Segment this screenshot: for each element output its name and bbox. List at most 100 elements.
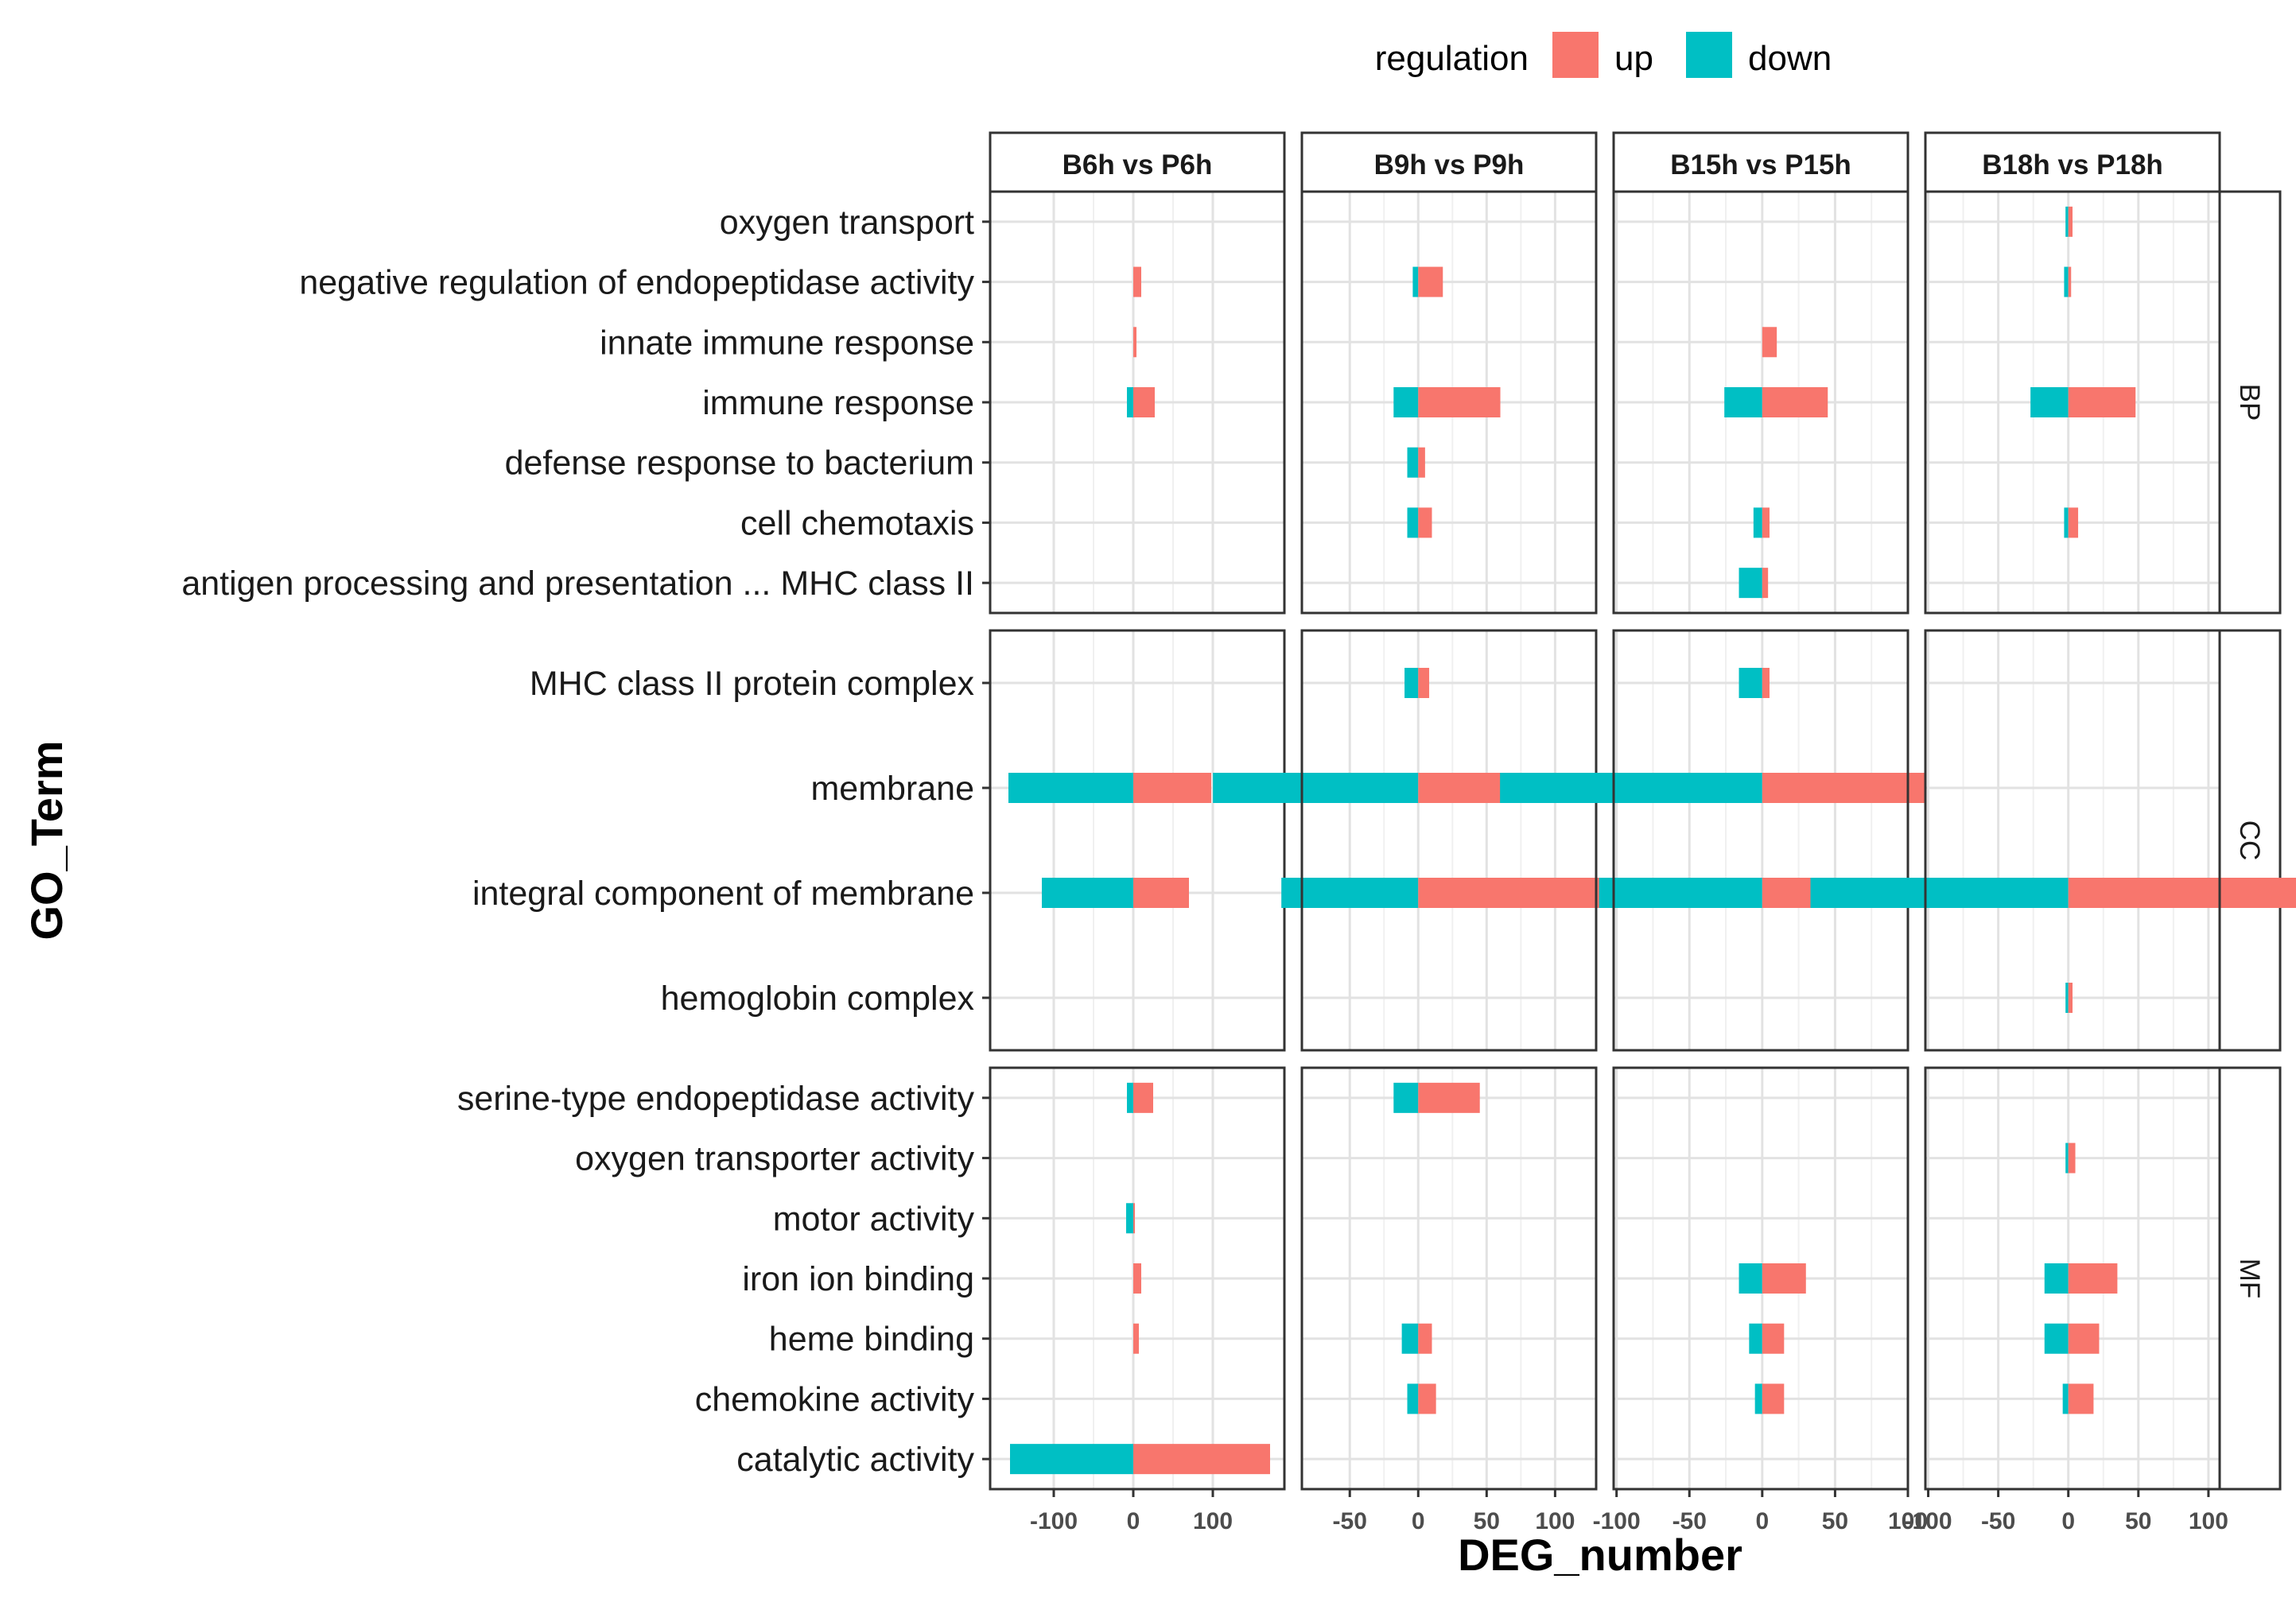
- go-term-labels: oxygen transport negative regulation of e…: [181, 204, 990, 1479]
- bar-up: [1133, 1323, 1139, 1354]
- go-term-label: immune response: [702, 384, 974, 422]
- bar-down: [1754, 1383, 1762, 1414]
- strip-label-col-3: B15h vs P15h: [1670, 149, 1851, 180]
- go-term-label: negative regulation of endopeptidase act…: [299, 264, 974, 302]
- bar-down: [1393, 387, 1419, 417]
- bar-down: [1412, 266, 1419, 297]
- bar-up: [1762, 1263, 1806, 1294]
- x-axis-title: DEG_number: [1458, 1530, 1742, 1580]
- bar-up: [2068, 1263, 2118, 1294]
- facet-panels: [989, 190, 2296, 1491]
- panel-border: [1300, 190, 1598, 615]
- legend-down-label: down: [1748, 39, 1832, 78]
- go-term-label: antigen processing and presentation ... …: [181, 564, 974, 603]
- go-term-label: defense response to bacterium: [505, 444, 974, 483]
- go-term-label: innate immune response: [600, 324, 974, 362]
- go-term-label: integral component of membrane: [472, 875, 974, 913]
- x-tick-label: 100: [1888, 1508, 1928, 1534]
- x-tick-label: 0: [1412, 1508, 1425, 1534]
- go-term-label: oxygen transporter activity: [575, 1140, 974, 1178]
- bar-down: [1042, 878, 1133, 908]
- go-term-label: chemokine activity: [695, 1380, 975, 1418]
- legend: regulation up down: [1375, 32, 1832, 78]
- x-tick-label: 50: [1474, 1508, 1500, 1534]
- bar-up: [1133, 1203, 1135, 1234]
- strip-row-bp: [2218, 190, 2282, 615]
- bar-down: [1724, 387, 1762, 417]
- strip-label-col-4: B18h vs P18h: [1982, 149, 2163, 180]
- legend-title: regulation: [1375, 39, 1529, 78]
- bar-down: [1753, 507, 1762, 538]
- bar-down: [2064, 266, 2069, 297]
- bar-up: [2068, 878, 2296, 908]
- bar-down: [2065, 983, 2069, 1013]
- go-term-label: iron ion binding: [742, 1260, 974, 1298]
- bar-up: [1133, 1263, 1141, 1294]
- bar-up: [2068, 266, 2072, 297]
- go-term-label: catalytic activity: [736, 1441, 974, 1479]
- bar-up: [1133, 1444, 1270, 1475]
- bar-down: [1213, 773, 1419, 803]
- bar-down: [2065, 1142, 2069, 1173]
- bar-down: [1281, 878, 1419, 908]
- legend-up-label: up: [1614, 39, 1653, 78]
- bar-up: [1418, 507, 1432, 538]
- strip-label-mf: MF: [2234, 1259, 2265, 1299]
- bar-up: [1762, 507, 1770, 538]
- legend-up-swatch: [1552, 32, 1599, 78]
- bar-down: [1126, 1203, 1133, 1234]
- bar-up: [2068, 1323, 2100, 1354]
- bar-up: [1133, 327, 1136, 358]
- panel-background: [1614, 630, 1908, 1050]
- x-tick-label: -50: [1672, 1508, 1707, 1534]
- bar-down: [2044, 1323, 2069, 1354]
- bar-up: [2068, 983, 2073, 1013]
- bar-down: [2062, 1383, 2069, 1414]
- bar-up: [1418, 1323, 1432, 1354]
- panel-border: [1300, 629, 1598, 1052]
- bar-up: [1418, 447, 1425, 478]
- bar-down: [1010, 1444, 1133, 1475]
- bar-down: [1739, 1263, 1762, 1294]
- strip-label-cc: CC: [2234, 820, 2265, 861]
- go-term-label: hemoglobin complex: [661, 980, 975, 1018]
- bar-up: [1418, 387, 1501, 417]
- bar-down: [1407, 1383, 1419, 1414]
- bar-up: [1133, 1082, 1153, 1113]
- bar-down: [1749, 1323, 1762, 1354]
- x-tick-label: 50: [1822, 1508, 1848, 1534]
- strip-col-1: [989, 131, 1286, 193]
- x-tick-label: 100: [1193, 1508, 1233, 1534]
- panel-border: [989, 629, 1286, 1052]
- x-tick-label: 100: [2189, 1508, 2228, 1534]
- bar-up: [1418, 668, 1430, 698]
- bar-up: [1133, 387, 1155, 417]
- strip-col-2: [1300, 131, 1598, 193]
- panel-border: [1924, 190, 2221, 615]
- bar-up: [1418, 266, 1443, 297]
- panel-background: [1302, 630, 1596, 1050]
- go-term-label: membrane: [810, 770, 974, 808]
- bar-up: [1133, 773, 1211, 803]
- panel-background: [1925, 630, 2220, 1050]
- panel-border: [1300, 1066, 1598, 1491]
- x-tick-label: 50: [2125, 1508, 2151, 1534]
- panel-border: [1612, 629, 1909, 1052]
- strip-label-col-2: B9h vs P9h: [1374, 149, 1525, 180]
- bar-down: [1401, 1323, 1419, 1354]
- bar-down: [1407, 447, 1419, 478]
- bar-down: [2065, 206, 2069, 237]
- panel-border: [1612, 190, 1909, 615]
- go-term-label: oxygen transport: [720, 204, 974, 242]
- bar-up: [1762, 668, 1770, 698]
- bar-up: [1762, 327, 1777, 358]
- bar-up: [2068, 507, 2079, 538]
- bar-down: [1500, 773, 1762, 803]
- x-tick-label: -100: [1593, 1508, 1641, 1534]
- bar-up: [2068, 387, 2136, 417]
- x-tick-label: -50: [1981, 1508, 2015, 1534]
- bar-down: [1407, 507, 1419, 538]
- x-tick-label: 0: [1127, 1508, 1140, 1534]
